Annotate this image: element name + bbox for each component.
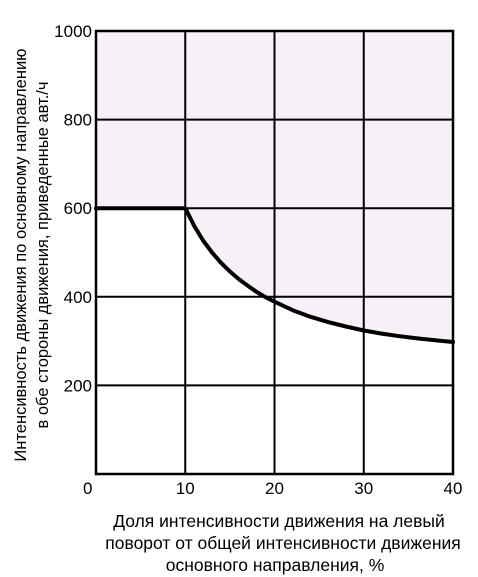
x-axis-label-line-1: Доля интенсивности движения на левый [113,511,445,531]
y-tick-label: 200 [64,376,92,395]
y-tick-labels: 200 400 600 800 1000 [54,22,92,395]
series-lines [94,206,455,344]
y-axis-label-line-1: Интенсивность движения по основному напр… [12,48,30,461]
gridlines [94,29,455,476]
x-tick-label: 20 [265,479,284,498]
x-tick-label: 30 [354,479,373,498]
x-tick-labels: 0 10 20 30 40 [83,479,462,498]
y-tick-label: 400 [64,288,92,307]
x-tick-label: 10 [176,479,195,498]
plot-frame [94,29,455,476]
y-axis-label-line-2: в обе стороны движения, приведенные авт.… [34,82,52,429]
x-tick-label: 0 [83,479,92,498]
y-tick-label: 800 [64,111,92,130]
x-tick-label: 40 [444,479,463,498]
y-tick-label: 600 [64,199,92,218]
x-axis-label-line-2: поворот от общей интенсивности движения [105,533,460,553]
x-axis-label-line-3: основного направления, % [166,555,385,575]
series-line [94,206,455,344]
y-tick-label: 1000 [54,22,92,41]
